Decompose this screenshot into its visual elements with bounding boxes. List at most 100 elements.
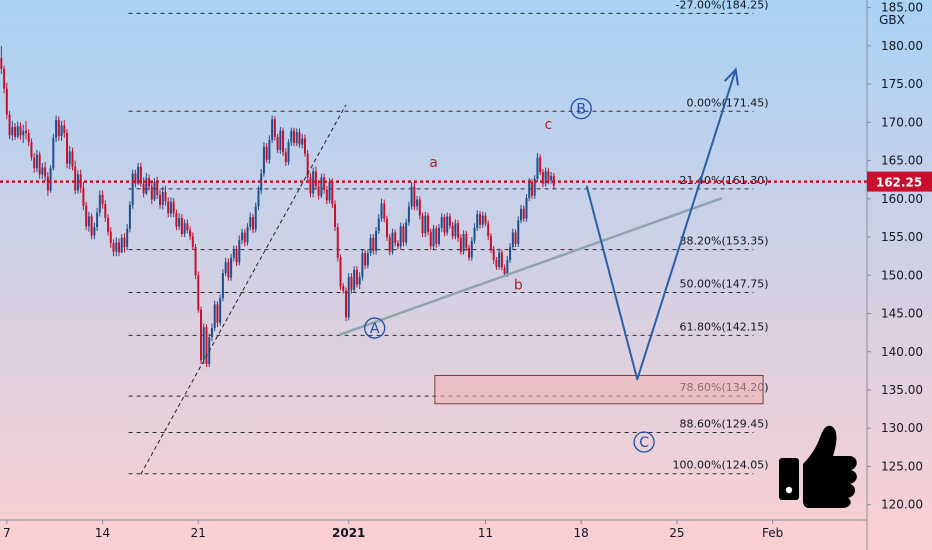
candle-body xyxy=(98,195,101,213)
candle-body xyxy=(128,204,131,229)
candle-body xyxy=(11,126,14,136)
candle-body xyxy=(52,137,55,169)
candle-body xyxy=(344,290,347,318)
candle-body xyxy=(101,195,104,205)
candle-body xyxy=(194,247,197,276)
candle-body xyxy=(388,237,391,252)
candle-body xyxy=(76,174,79,191)
candle-body xyxy=(221,273,224,299)
candle-body xyxy=(402,226,405,243)
y-tick-label: 185.00 xyxy=(881,1,923,15)
candle-body xyxy=(109,231,112,244)
candle-body xyxy=(437,227,440,244)
last-price-tag xyxy=(867,171,932,192)
candle-body xyxy=(421,215,424,234)
candle-body xyxy=(131,173,134,205)
candle-body xyxy=(241,232,244,241)
candle-body xyxy=(57,120,60,137)
candle-body xyxy=(396,243,399,247)
target-zone-layer[interactable] xyxy=(434,374,764,405)
candle-body xyxy=(161,191,164,205)
candle-body xyxy=(85,205,88,227)
target-zone-rect[interactable] xyxy=(434,374,764,405)
candle-body xyxy=(254,206,257,230)
x-tick-label: 14 xyxy=(95,526,110,540)
support-trendline[interactable] xyxy=(338,196,723,337)
candle-body xyxy=(191,236,194,247)
candle-body xyxy=(514,232,517,244)
y-tick-label: 120.00 xyxy=(881,498,923,512)
candle-body xyxy=(71,151,74,167)
x-tick-label: 7 xyxy=(3,526,11,540)
fib-level-label: 38.20%(153.35) xyxy=(680,235,769,248)
candle-body xyxy=(175,213,178,227)
candle-body xyxy=(156,182,159,195)
currency-label: GBX xyxy=(879,13,905,27)
candle-body xyxy=(210,328,213,338)
candle-body xyxy=(276,136,279,150)
y-tick-label: 175.00 xyxy=(881,77,923,91)
candle-body xyxy=(189,230,192,237)
candle-body xyxy=(334,204,337,228)
axis-labels: 120.00 125.00 130.00 135.00 140.00 145.00 150.… xyxy=(3,1,923,540)
x-tick-label: 18 xyxy=(574,526,589,540)
y-tick-label: 180.00 xyxy=(881,39,923,53)
candle-body xyxy=(279,130,282,150)
candle-body xyxy=(172,201,175,214)
dashed-trendline[interactable] xyxy=(140,104,347,475)
candle-body xyxy=(331,182,334,205)
candle-body xyxy=(413,186,416,207)
candle-body xyxy=(186,223,189,231)
candle-body xyxy=(303,138,306,154)
wave-label: C xyxy=(639,435,649,451)
projection-path[interactable] xyxy=(585,69,737,381)
candle-body xyxy=(268,139,271,160)
candle-body xyxy=(14,126,17,137)
y-tick-label: 130.00 xyxy=(881,421,923,435)
candle-body xyxy=(336,227,339,258)
thumbs-up-icon xyxy=(779,425,857,508)
candle-body xyxy=(484,215,487,224)
fib-level-label: 88.60%(129.45) xyxy=(680,417,769,430)
candle-body xyxy=(528,182,531,199)
candle-body xyxy=(44,167,47,177)
last-price-value: 162.25 xyxy=(876,176,922,190)
candle-body xyxy=(407,206,410,223)
candle-body xyxy=(60,125,63,137)
candle-body xyxy=(112,243,115,252)
candle-body xyxy=(342,286,345,291)
candle-body xyxy=(498,252,501,267)
candle-body xyxy=(459,237,462,252)
candle-body xyxy=(5,88,8,115)
candle-body xyxy=(126,228,129,247)
y-tick-label: 140.00 xyxy=(881,345,923,359)
current-price-line: 162.25 xyxy=(0,171,932,192)
candle-body xyxy=(8,114,11,136)
candle-body xyxy=(309,177,312,194)
candle-body xyxy=(24,130,27,134)
candle-body xyxy=(372,237,375,251)
wave-labels: A B Ca b c xyxy=(364,97,655,453)
y-tick-label: 160.00 xyxy=(881,192,923,206)
candle-body xyxy=(478,214,481,225)
x-tick-label: Feb xyxy=(762,526,783,540)
candle-body xyxy=(525,198,528,219)
candle-body xyxy=(427,215,430,232)
fib-level-label: 100.00%(124.05) xyxy=(673,459,769,472)
candle-body xyxy=(27,133,30,143)
candle-body xyxy=(123,237,126,247)
candle-body xyxy=(446,216,449,233)
drawing-layer[interactable] xyxy=(140,67,739,475)
candle-body xyxy=(19,126,22,136)
x-tick-label: 11 xyxy=(478,526,493,540)
candle-body xyxy=(251,217,254,230)
candle-body xyxy=(180,217,183,234)
candle-body xyxy=(468,247,471,258)
candle-body xyxy=(213,304,216,329)
candle-body xyxy=(262,146,265,174)
candle-body xyxy=(104,204,107,218)
candle-body xyxy=(539,157,542,173)
